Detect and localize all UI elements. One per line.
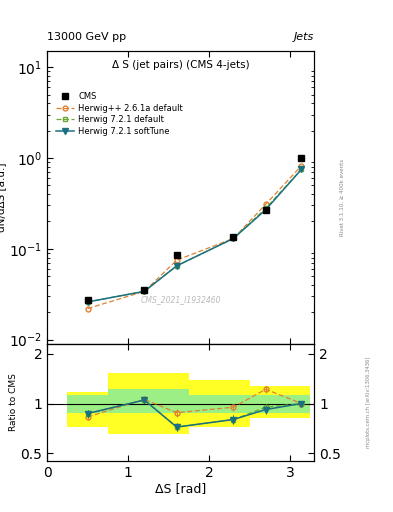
Text: 13000 GeV pp: 13000 GeV pp bbox=[47, 32, 126, 42]
Y-axis label: dN/dΔS [a.u.]: dN/dΔS [a.u.] bbox=[0, 163, 6, 232]
Text: Δ S (jet pairs) (CMS 4-jets): Δ S (jet pairs) (CMS 4-jets) bbox=[112, 60, 250, 70]
Legend: CMS, Herwig++ 2.6.1a default, Herwig 7.2.1 default, Herwig 7.2.1 softTune: CMS, Herwig++ 2.6.1a default, Herwig 7.2… bbox=[54, 91, 185, 137]
Text: CMS_2021_I1932460: CMS_2021_I1932460 bbox=[141, 295, 221, 305]
Y-axis label: Rivet 3.1.10, ≥ 400k events: Rivet 3.1.10, ≥ 400k events bbox=[340, 159, 344, 236]
X-axis label: ΔS [rad]: ΔS [rad] bbox=[155, 482, 206, 496]
Y-axis label: mcplots.cern.ch [arXiv:1306.3436]: mcplots.cern.ch [arXiv:1306.3436] bbox=[366, 356, 371, 448]
Text: Jets: Jets bbox=[294, 32, 314, 42]
Y-axis label: Ratio to CMS: Ratio to CMS bbox=[9, 373, 18, 431]
